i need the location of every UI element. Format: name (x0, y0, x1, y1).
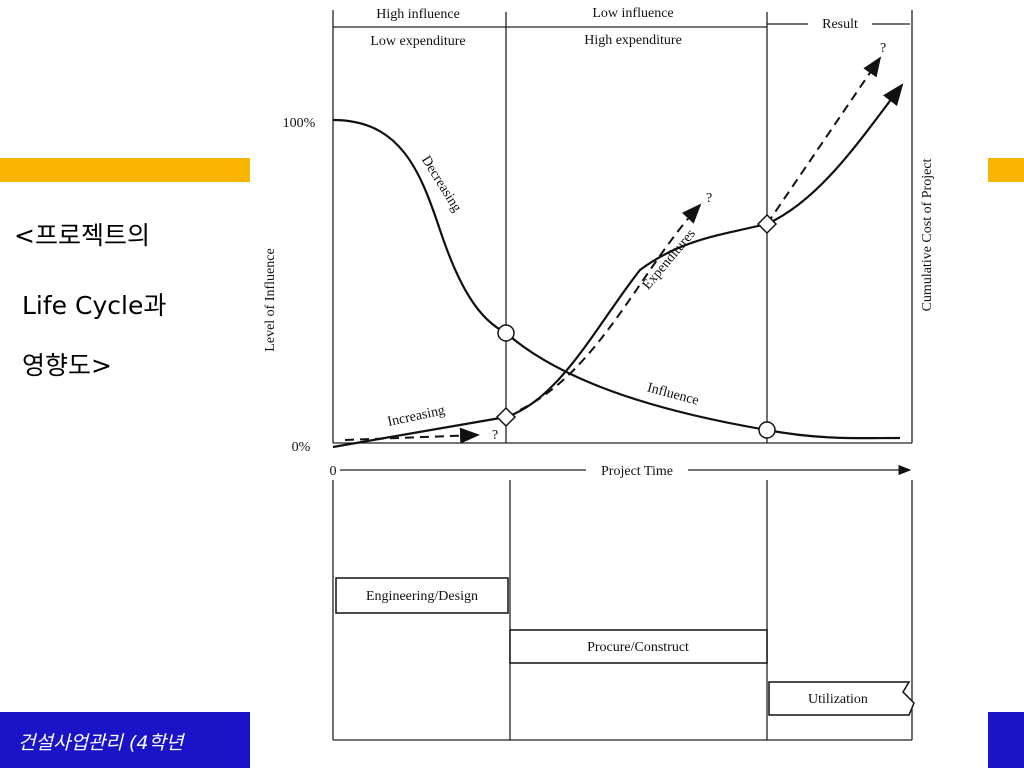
axis-title: Level of Influence (263, 248, 278, 351)
stage-label: Utilization (808, 692, 868, 707)
x-origin: 0 (330, 464, 337, 479)
accent-bar (0, 158, 250, 182)
stage-box (509, 629, 768, 664)
question-mark: ? (706, 191, 712, 206)
caption: 영향도> (22, 351, 112, 380)
dashed-projection (519, 203, 702, 411)
stage-box (335, 577, 509, 614)
phase-label: High influence (376, 7, 460, 22)
caption: <프로젝트의 (14, 221, 150, 250)
question-mark: ? (492, 428, 498, 443)
phase-label: High expenditure (584, 33, 682, 48)
y-label: 0% (292, 440, 311, 455)
phase-label: Result (822, 17, 858, 32)
phase-label: Low expenditure (370, 34, 465, 49)
node (495, 406, 517, 428)
stage-label: Procure/Construct (587, 640, 689, 655)
footer-text: 건설사업관리 (4학년 (18, 732, 184, 754)
phase-label: Low influence (592, 6, 673, 21)
stage-label: Engineering/Design (366, 589, 478, 604)
caption: Life Cycle과 (22, 291, 167, 320)
question-mark: ? (880, 41, 886, 56)
footer-bar (988, 712, 1024, 768)
axis-title: Cumulative Cost of Project (920, 158, 935, 311)
dashed-projection (344, 427, 480, 444)
footer-bar (0, 712, 250, 768)
axis-title: Project Time (601, 464, 673, 479)
node (758, 421, 776, 439)
expenditure-curve (332, 83, 904, 449)
accent-bar (988, 158, 1024, 182)
y-label: 100% (283, 116, 316, 131)
node (497, 324, 515, 342)
node (756, 213, 778, 235)
dashed-projection (766, 56, 882, 225)
stage-box (768, 681, 915, 716)
